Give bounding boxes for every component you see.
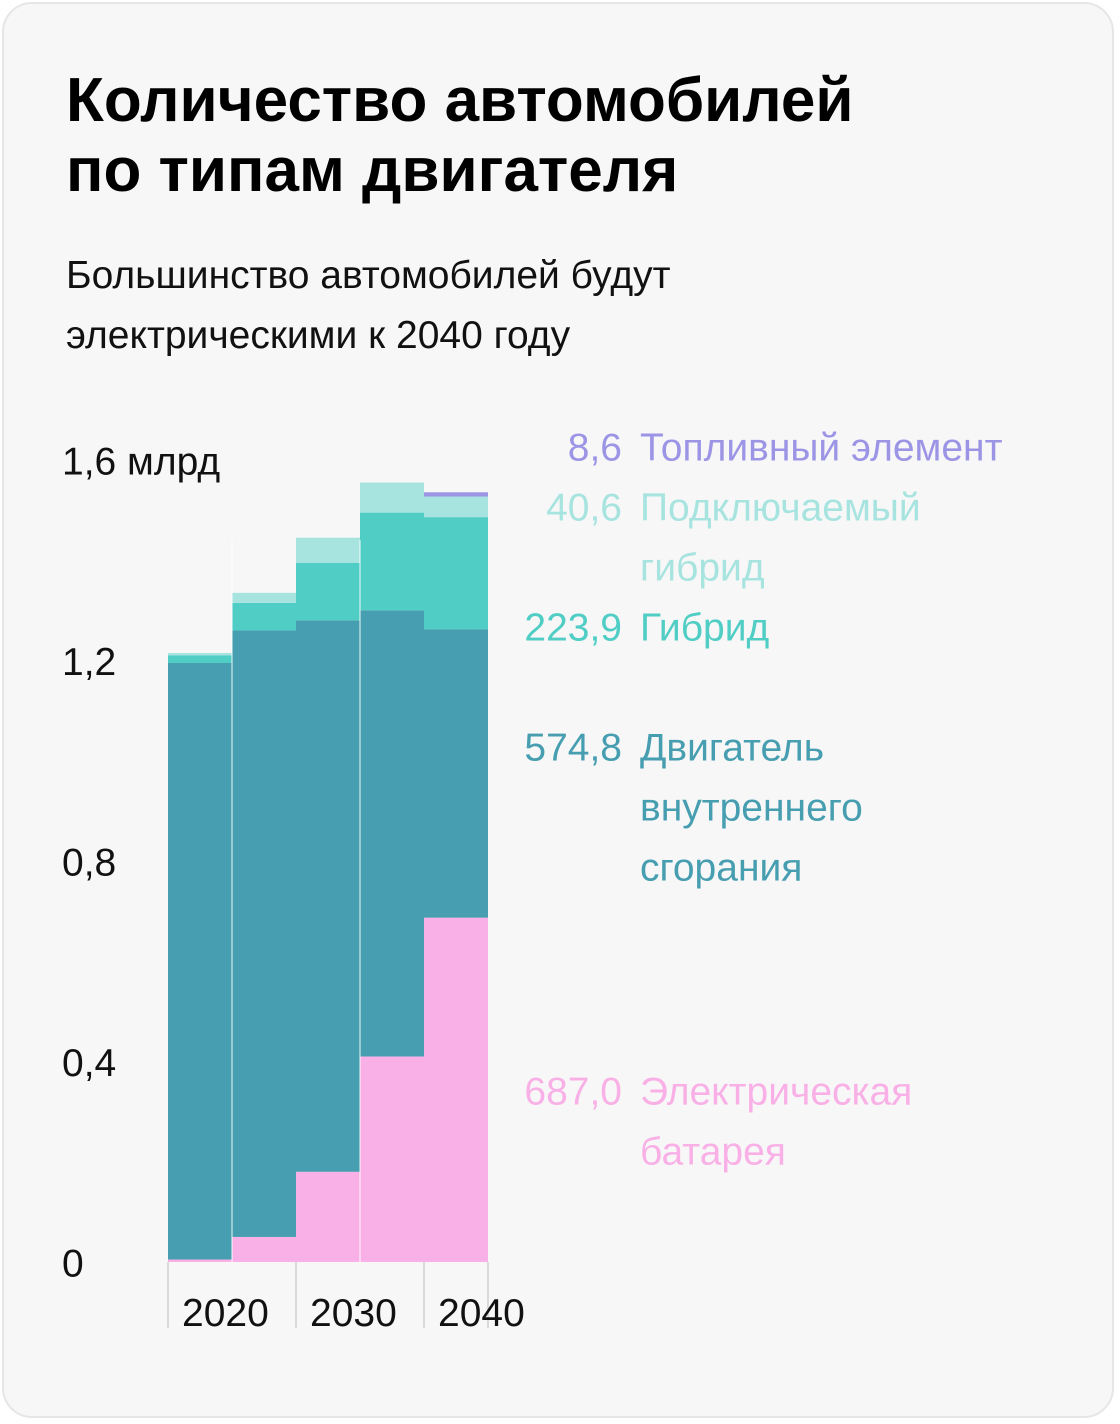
y-tick-label: 1,2 xyxy=(62,641,116,684)
legend-label: внутреннего xyxy=(640,786,863,829)
x-tick-label: 2020 xyxy=(182,1292,269,1335)
legend-value: 40,6 xyxy=(546,486,622,529)
bar-segment xyxy=(168,663,232,1260)
bar-segment xyxy=(424,917,488,1262)
legend-value: 223,9 xyxy=(524,606,622,649)
bar-segment xyxy=(296,537,360,563)
x-tick-label: 2040 xyxy=(438,1292,525,1335)
bar-segment xyxy=(232,592,296,603)
legend-label: сгорания xyxy=(640,846,802,889)
bar-segment xyxy=(232,1236,296,1262)
legend-label: Двигатель xyxy=(640,726,824,769)
bar-segment xyxy=(296,620,360,1172)
chart-subtitle: Большинство автомобилей будут электричес… xyxy=(66,246,966,366)
chart-subtitle-line: электрическими к 2040 году xyxy=(66,314,571,357)
legend-value: 687,0 xyxy=(524,1070,622,1113)
bar-segment xyxy=(168,655,232,664)
bar-segment xyxy=(424,496,488,518)
legend-label: гибрид xyxy=(640,546,765,589)
bar-segment xyxy=(232,630,296,1237)
bar-segment xyxy=(424,629,488,918)
legend-label: Электрическая xyxy=(640,1070,912,1113)
bar-segment xyxy=(360,610,424,1057)
chart-title-line: по типам двигателя xyxy=(66,136,679,205)
bar-segment xyxy=(360,1056,424,1262)
legend-label: Подключаемый xyxy=(640,486,921,529)
bar-segment xyxy=(168,652,232,656)
bar-segment xyxy=(232,602,296,631)
bar-segment xyxy=(424,517,488,630)
chart-title: Количество автомобилей по типам двигател… xyxy=(66,66,1066,206)
y-tick-label: 1,6 млрд xyxy=(62,440,220,483)
legend-value: 8,6 xyxy=(568,426,622,469)
legend-value: 574,8 xyxy=(524,726,622,769)
legend-label: Гибрид xyxy=(640,606,770,649)
x-tick-label: 2030 xyxy=(310,1292,397,1335)
y-tick-label: 0,4 xyxy=(62,1042,116,1085)
y-tick-label: 0,8 xyxy=(62,841,116,884)
legend-label: Топливный элемент xyxy=(640,426,1003,469)
bar-segment xyxy=(168,1259,232,1262)
bar-segment xyxy=(360,482,424,513)
y-tick-label: 0 xyxy=(62,1242,84,1285)
chart-subtitle-line: Большинство автомобилей будут xyxy=(66,254,671,297)
bar-segment xyxy=(296,1171,360,1262)
chart-title-line: Количество автомобилей xyxy=(66,66,854,135)
bar-segment xyxy=(424,492,488,497)
bar-segment xyxy=(360,512,424,611)
bar-segment xyxy=(296,562,360,621)
legend-label: батарея xyxy=(640,1130,786,1173)
